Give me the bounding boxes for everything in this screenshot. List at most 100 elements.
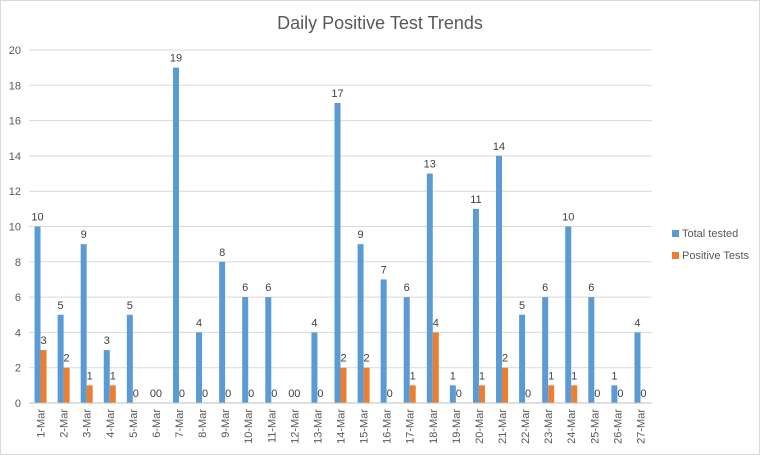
bar-positive-tests	[109, 385, 116, 403]
data-label: 1	[450, 370, 456, 382]
data-label: 1	[410, 370, 416, 382]
bar-total-tested	[34, 226, 41, 403]
x-tick-label: 6-Mar	[151, 409, 163, 438]
data-label: 0	[150, 388, 156, 400]
x-tick-label: 4-Mar	[105, 409, 117, 438]
x-tick-label: 5-Mar	[128, 409, 140, 438]
bar-positive-tests	[40, 350, 47, 403]
x-tick-label: 7-Mar	[174, 409, 186, 438]
bar-positive-tests	[63, 367, 70, 403]
bar-total-tested	[403, 297, 410, 403]
legend-label: Positive Tests	[682, 250, 750, 262]
bar-total-tested	[357, 244, 364, 403]
data-label: 6	[242, 282, 248, 294]
data-label: 7	[381, 264, 387, 276]
x-tick-label: 22-Mar	[520, 409, 532, 444]
x-tick-label: 27-Mar	[635, 409, 647, 444]
data-label: 11	[470, 194, 481, 206]
y-tick-label: 0	[15, 398, 21, 410]
x-tick-label: 17-Mar	[405, 409, 417, 444]
bar-total-tested	[588, 297, 595, 403]
x-tick-label: 18-Mar	[428, 409, 440, 444]
data-label: 0	[317, 388, 323, 400]
x-tick-label: 21-Mar	[497, 409, 509, 444]
data-label: 2	[502, 353, 508, 365]
x-tick-label: 8-Mar	[197, 409, 209, 438]
bar-positive-tests	[363, 367, 370, 403]
x-tick-label: 3-Mar	[82, 409, 94, 438]
bar-positive-tests	[548, 385, 555, 403]
data-label: 1	[479, 370, 485, 382]
y-tick-label: 16	[9, 116, 21, 128]
bar-total-tested	[542, 297, 549, 403]
x-tick-label: 9-Mar	[220, 409, 232, 438]
data-label: 17	[331, 88, 343, 100]
bar-positive-tests	[86, 385, 93, 403]
bar-total-tested	[196, 332, 203, 403]
x-tick-label: 14-Mar	[336, 409, 348, 444]
data-label: 2	[340, 353, 346, 365]
bar-positive-tests	[340, 367, 347, 403]
bar-total-tested	[126, 314, 133, 403]
x-tick-label: 11-Mar	[266, 409, 278, 443]
legend-label: Total tested	[682, 228, 738, 240]
data-label: 5	[519, 300, 525, 312]
bar-total-tested	[519, 314, 526, 403]
data-label: 1	[110, 370, 116, 382]
bar-total-tested	[611, 385, 618, 403]
legend-swatch	[672, 252, 679, 259]
data-label: 2	[364, 353, 370, 365]
data-label: 0	[640, 388, 646, 400]
x-tick-label: 2-Mar	[59, 409, 71, 438]
data-label: 0	[133, 388, 139, 400]
data-label: 1	[611, 370, 617, 382]
x-tick-label: 20-Mar	[474, 409, 486, 444]
data-label: 14	[493, 141, 505, 153]
x-tick-label: 13-Mar	[312, 409, 324, 444]
data-label: 1	[87, 370, 93, 382]
data-label: 13	[424, 159, 436, 171]
chart-title: Daily Positive Test Trends	[277, 13, 483, 33]
y-tick-label: 4	[15, 327, 21, 339]
data-label: 0	[179, 388, 185, 400]
bar-total-tested	[172, 67, 179, 404]
y-tick-label: 6	[15, 292, 21, 304]
data-label: 0	[617, 388, 623, 400]
bar-total-tested	[634, 332, 641, 403]
bar-total-tested	[496, 155, 503, 403]
y-tick-label: 10	[9, 222, 21, 234]
x-tick-label: 23-Mar	[543, 409, 555, 444]
data-label: 3	[40, 335, 46, 347]
bar-total-tested	[57, 314, 64, 403]
data-label: 0	[156, 388, 162, 400]
y-tick-label: 20	[9, 45, 21, 57]
data-label: 3	[104, 335, 110, 347]
bar-total-tested	[449, 385, 456, 403]
data-label: 4	[196, 317, 202, 329]
x-tick-label: 1-Mar	[36, 409, 48, 438]
data-label: 0	[271, 388, 277, 400]
data-label: 2	[64, 353, 70, 365]
data-label: 6	[588, 282, 594, 294]
bar-total-tested	[242, 297, 249, 403]
bar-positive-tests	[409, 385, 416, 403]
x-tick-label: 10-Mar	[243, 409, 255, 444]
data-label: 0	[288, 388, 294, 400]
y-tick-label: 8	[15, 257, 21, 269]
legend-swatch	[672, 230, 679, 237]
data-label: 1	[548, 370, 554, 382]
data-label: 5	[127, 300, 133, 312]
x-tick-label: 24-Mar	[566, 409, 578, 444]
data-label: 4	[311, 317, 317, 329]
data-label: 0	[225, 388, 231, 400]
data-label: 4	[634, 317, 640, 329]
data-label: 10	[562, 212, 574, 224]
data-label: 10	[31, 212, 43, 224]
bar-total-tested	[80, 244, 87, 403]
bar-positive-tests	[502, 367, 509, 403]
data-label: 0	[248, 388, 254, 400]
y-axis: 0 2 4 6 8 10 12 14 16 18 20	[9, 45, 21, 410]
x-tick-label: 19-Mar	[451, 409, 463, 444]
